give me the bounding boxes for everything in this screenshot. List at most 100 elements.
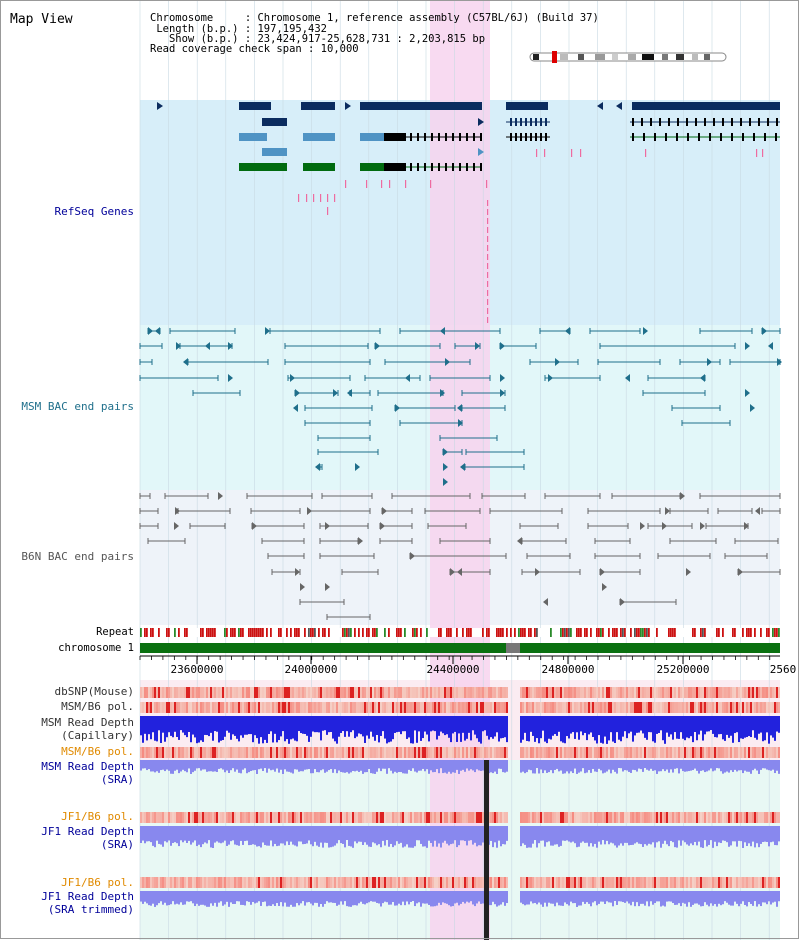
repeat-element bbox=[608, 628, 610, 637]
read-depth-tracks[interactable] bbox=[140, 716, 780, 907]
jf1-b6-pol-bin bbox=[532, 812, 534, 823]
jf1-depth-sra-bin bbox=[628, 826, 630, 846]
msm-b6-pol-bin bbox=[436, 747, 438, 758]
b6n-bac-pair-arrow bbox=[307, 507, 312, 515]
jf1-depth-trim-bin bbox=[692, 891, 694, 905]
dbsnp-bin bbox=[214, 687, 216, 698]
msm-b6-pol-bin bbox=[694, 747, 696, 758]
msm-b6-pol-bin bbox=[638, 702, 640, 713]
refseq-mark bbox=[487, 263, 489, 269]
msm-depth-capillary-bin bbox=[768, 716, 770, 744]
msm-b6-pol-bin bbox=[584, 747, 586, 758]
jf1-depth-trim-bin bbox=[174, 891, 176, 905]
jf1-depth-sra-bin bbox=[430, 826, 432, 844]
dbsnp-bin bbox=[140, 687, 142, 698]
msm-depth-sra-bin bbox=[630, 760, 632, 773]
msm-depth-capillary-bin bbox=[436, 716, 438, 740]
jf1-depth-trim-bin bbox=[744, 891, 746, 905]
dbsnp-bin bbox=[144, 687, 146, 698]
repeat-element bbox=[746, 628, 748, 637]
jf1-depth-sra-bin bbox=[698, 826, 700, 842]
msm-b6-pol-bin bbox=[408, 747, 410, 758]
jf1-b6-pol-bin bbox=[148, 812, 150, 823]
msm-b6-pol-bin bbox=[556, 702, 558, 713]
jf1-depth-trim-bin bbox=[548, 891, 550, 903]
msm-bac-pair-arrow bbox=[443, 463, 448, 471]
jf1-depth-trim-bin bbox=[270, 891, 272, 906]
msm-depth-sra-bin bbox=[190, 760, 192, 774]
jf1-depth-sra-bin bbox=[378, 826, 380, 845]
chromosome-ideogram[interactable] bbox=[529, 51, 727, 63]
msm-b6-pol-bin bbox=[582, 702, 584, 713]
msm-b6-pol-bin bbox=[724, 747, 726, 758]
dbsnp-bin bbox=[550, 687, 552, 698]
jf1-depth-trim-bin bbox=[624, 891, 626, 903]
repeat-element bbox=[536, 628, 538, 637]
jf1-depth-trim-bin bbox=[480, 891, 482, 904]
msm-b6-pol-bin bbox=[572, 747, 574, 758]
b6n-bac-track[interactable] bbox=[139, 492, 781, 620]
jf1-depth-trim-bin bbox=[304, 891, 306, 906]
gene-arrow bbox=[597, 102, 603, 110]
repeat-track[interactable] bbox=[140, 628, 780, 637]
msm-depth-sra-bin bbox=[536, 760, 538, 769]
repeat-element bbox=[396, 628, 398, 637]
jf1-b6-pol-bin bbox=[704, 877, 706, 888]
jf1-depth-sra-bin bbox=[630, 826, 632, 845]
refseq-genes-track[interactable] bbox=[157, 102, 780, 323]
jf1-depth-trim-bin bbox=[654, 891, 656, 904]
dbsnp-bin bbox=[730, 687, 732, 698]
msm-depth-sra-bin bbox=[446, 760, 448, 774]
msm-b6-pol-bin bbox=[236, 702, 238, 713]
msm-b6-pol-bin bbox=[418, 702, 420, 713]
jf1-b6-pol-bin bbox=[306, 877, 308, 888]
msm-depth-sra-bin bbox=[676, 760, 678, 769]
msm-depth-sra-bin bbox=[726, 760, 728, 772]
jf1-b6-pol-bin bbox=[462, 812, 464, 823]
jf1-depth-sra-bin bbox=[570, 826, 572, 843]
msm-bac-track[interactable] bbox=[139, 327, 782, 486]
jf1-b6-pol-bin bbox=[284, 877, 286, 888]
jf1-b6-pol-bin bbox=[478, 877, 480, 888]
msm-b6-pol-bin bbox=[400, 702, 402, 713]
msm-depth-sra-bin bbox=[540, 760, 542, 770]
msm-b6-pol-bin bbox=[744, 702, 746, 713]
repeat-element bbox=[206, 628, 208, 637]
msm-b6-pol-bin bbox=[686, 747, 688, 758]
jf1-b6-pol-bin bbox=[330, 812, 332, 823]
jf1-depth-trim-bin bbox=[340, 891, 342, 902]
jf1-depth-trim-bin bbox=[688, 891, 690, 903]
msm-depth-capillary-bin bbox=[370, 716, 372, 732]
msm-depth-capillary-bin bbox=[758, 716, 760, 734]
jf1-depth-sra-bin bbox=[584, 826, 586, 843]
jf1-b6-pol-bin bbox=[174, 812, 176, 823]
jf1-b6-pol-bin bbox=[368, 812, 370, 823]
jf1-depth-trim-bin bbox=[590, 891, 592, 907]
jf1-b6-pol-bin bbox=[630, 812, 632, 823]
msm-depth-sra-bin bbox=[736, 760, 738, 772]
msm-depth-capillary-bin bbox=[660, 716, 662, 731]
exon bbox=[545, 118, 547, 126]
jf1-depth-sra-bin bbox=[290, 826, 292, 842]
jf1-depth-sra-bin bbox=[386, 826, 388, 841]
msm-depth-capillary-bin bbox=[718, 716, 720, 735]
polymorphism-tracks[interactable] bbox=[140, 687, 780, 888]
msm-b6-pol-bin bbox=[146, 747, 148, 758]
msm-b6-pol-bin bbox=[378, 702, 380, 713]
jf1-depth-trim-bin bbox=[266, 891, 268, 907]
msm-depth-sra-bin bbox=[150, 760, 152, 772]
chromosome-bar[interactable] bbox=[140, 643, 780, 653]
jf1-b6-pol-bin bbox=[256, 812, 258, 823]
msm-b6-pol-bin bbox=[750, 747, 752, 758]
dbsnp-bin bbox=[398, 687, 400, 698]
msm-b6-pol-bin bbox=[314, 702, 316, 713]
dbsnp-bin bbox=[458, 687, 460, 698]
msm-b6-pol-bin bbox=[162, 747, 164, 758]
jf1-depth-trim-bin bbox=[732, 891, 734, 906]
msm-depth-capillary-bin bbox=[638, 716, 640, 733]
jf1-depth-sra-bin bbox=[774, 826, 776, 846]
msm-b6-pol-bin bbox=[680, 702, 682, 713]
jf1-depth-sra-bin bbox=[420, 826, 422, 844]
msm-depth-sra-bin bbox=[614, 760, 616, 772]
dbsnp-bin bbox=[382, 687, 384, 698]
